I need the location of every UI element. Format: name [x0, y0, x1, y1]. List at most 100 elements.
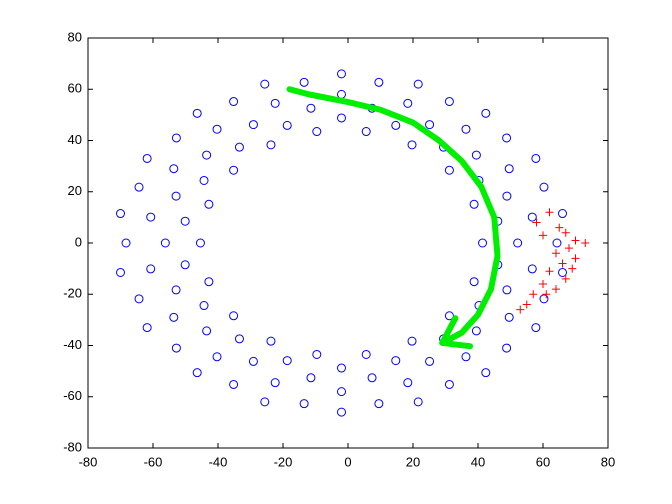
point — [142, 153, 152, 163]
point — [199, 301, 209, 311]
point — [561, 274, 570, 283]
point — [539, 231, 547, 240]
point — [545, 208, 554, 217]
point — [171, 191, 181, 201]
point — [260, 397, 270, 407]
point — [195, 238, 205, 248]
point — [391, 120, 401, 130]
x-tick-label: -40 — [209, 454, 228, 469]
point — [212, 124, 222, 134]
point — [337, 407, 346, 417]
point — [444, 379, 454, 389]
point — [552, 249, 560, 258]
point — [306, 103, 316, 113]
point — [558, 259, 567, 268]
x-tick-label: 60 — [536, 454, 550, 469]
point — [539, 294, 549, 304]
point — [169, 164, 179, 174]
point — [552, 238, 562, 248]
point — [266, 140, 276, 150]
y-tick-label: -20 — [63, 286, 82, 301]
arrow-head — [439, 315, 474, 350]
point — [471, 326, 481, 336]
point — [374, 77, 384, 87]
point — [444, 165, 454, 175]
point — [229, 311, 239, 321]
point — [299, 77, 309, 87]
point — [561, 228, 570, 237]
point — [558, 267, 567, 277]
point — [361, 349, 371, 359]
point — [565, 244, 573, 253]
y-tick-label: -60 — [63, 388, 82, 403]
point — [502, 191, 512, 201]
point — [312, 127, 322, 137]
point — [461, 124, 471, 134]
point — [204, 277, 214, 287]
point — [407, 336, 417, 346]
point — [403, 378, 413, 388]
y-tick-label: 0 — [75, 234, 82, 249]
point — [282, 356, 292, 366]
point — [558, 209, 567, 219]
point — [361, 127, 371, 137]
y-tick-label: 60 — [68, 81, 82, 96]
point — [212, 352, 222, 362]
point — [116, 267, 125, 277]
point — [202, 326, 212, 336]
point — [234, 142, 244, 152]
point — [532, 218, 541, 227]
point — [527, 212, 537, 222]
point — [204, 199, 214, 209]
point — [270, 98, 280, 108]
point — [471, 150, 481, 160]
x-tick-label: -80 — [79, 454, 98, 469]
point — [248, 120, 258, 130]
point — [312, 349, 322, 359]
point — [504, 164, 514, 174]
point — [180, 260, 190, 270]
point — [425, 120, 435, 130]
point — [306, 373, 316, 383]
point — [121, 238, 131, 248]
point — [516, 305, 525, 314]
point — [407, 140, 417, 150]
point — [391, 356, 401, 366]
x-tick-label: -60 — [144, 454, 163, 469]
point — [146, 212, 156, 222]
point — [552, 285, 560, 294]
point — [571, 254, 580, 263]
point — [116, 209, 125, 219]
point — [504, 312, 514, 322]
point — [513, 238, 523, 248]
point — [192, 108, 202, 118]
point — [478, 238, 488, 248]
point — [260, 79, 270, 89]
point — [282, 120, 292, 130]
point — [337, 363, 346, 373]
point — [169, 312, 179, 322]
point — [146, 264, 156, 274]
y-tick-label: -40 — [63, 337, 82, 352]
point — [522, 300, 531, 309]
point — [337, 69, 346, 79]
point — [374, 399, 384, 409]
point — [545, 267, 554, 276]
point — [542, 290, 551, 299]
point — [199, 175, 209, 185]
point — [171, 343, 181, 353]
x-tick-label: -20 — [274, 454, 293, 469]
point — [160, 238, 170, 248]
point — [202, 150, 212, 160]
point — [180, 216, 190, 226]
point — [142, 323, 152, 333]
y-tick-label: 20 — [68, 183, 82, 198]
point — [413, 79, 423, 89]
point — [413, 397, 423, 407]
point — [134, 182, 144, 192]
point — [192, 368, 202, 378]
point — [481, 368, 491, 378]
point — [229, 379, 239, 389]
point — [337, 387, 346, 397]
